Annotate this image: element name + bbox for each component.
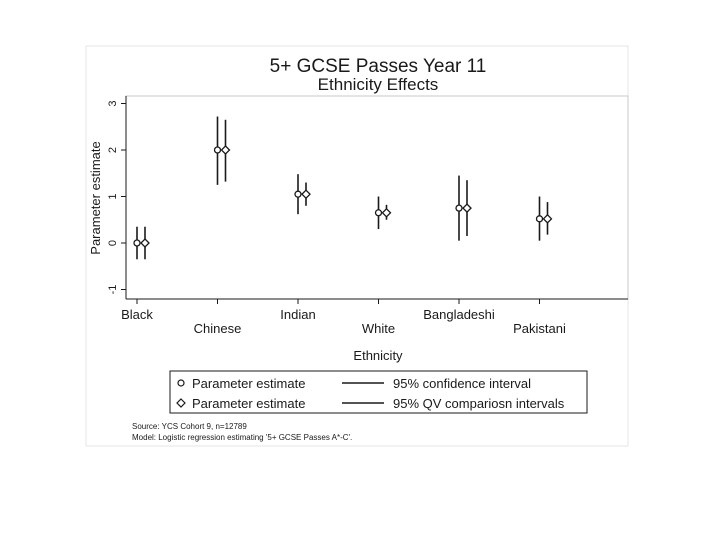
y-axis-label: Parameter estimate [88, 141, 103, 254]
point-diamond-3 [381, 207, 392, 218]
point-diamond-5 [542, 213, 553, 224]
y-tick-label-2: 1 [107, 193, 119, 199]
x-tick-label-3: White [362, 321, 395, 336]
point-circle-1 [213, 146, 222, 154]
point-diamond-0 [140, 238, 150, 248]
y-axis-ticks: -1 0 1 2 3 [107, 100, 126, 294]
legend: Parameter estimate 95% confidence interv… [169, 370, 588, 414]
x-tick-label-4: Bangladeshi [423, 307, 495, 322]
point-circle-3 [374, 209, 383, 217]
legend-diamond-marker-icon [176, 398, 186, 408]
x-tick-label-5: Pakistani [513, 321, 566, 336]
model-note: Model: Logistic regression estimating '5… [132, 433, 352, 442]
point-circle-2 [294, 190, 302, 198]
legend-entry-1-line-label: 95% confidence interval [393, 376, 531, 391]
legend-circle-marker-icon [177, 379, 185, 387]
y-tick-label-0: -1 [107, 285, 119, 295]
x-tick-label-2: Indian [280, 307, 315, 322]
y-tick-label-3: 2 [107, 147, 119, 153]
point-diamond-2 [301, 189, 311, 200]
point-circle-5 [535, 215, 544, 223]
y-tick-label-1: 0 [107, 240, 119, 246]
chart-subtitle: Ethnicity Effects [318, 75, 439, 94]
source-note: Source: YCS Cohort 9, n=12789 [132, 422, 247, 431]
data-marks [133, 116, 553, 260]
x-axis-ticks: Black Chinese Indian White Bangladeshi Pakist… [121, 299, 566, 336]
point-diamond-4 [462, 203, 472, 214]
point-circle-4 [455, 204, 463, 212]
legend-entry-1-marker-label: Parameter estimate [192, 376, 305, 391]
legend-entry-2-line-label: 95% QV compariosn intervals [393, 396, 565, 411]
point-diamond-1 [220, 145, 231, 155]
legend-entry-2-marker-label: Parameter estimate [192, 396, 305, 411]
x-axis-label: Ethnicity [353, 348, 403, 363]
legend-box [169, 370, 588, 414]
y-tick-label-4: 3 [107, 100, 119, 106]
x-tick-label-1: Chinese [194, 321, 242, 336]
chart-title: 5+ GCSE Passes Year 11 [270, 56, 487, 77]
x-tick-label-0: Black [121, 307, 153, 322]
point-circle-0 [133, 239, 141, 247]
